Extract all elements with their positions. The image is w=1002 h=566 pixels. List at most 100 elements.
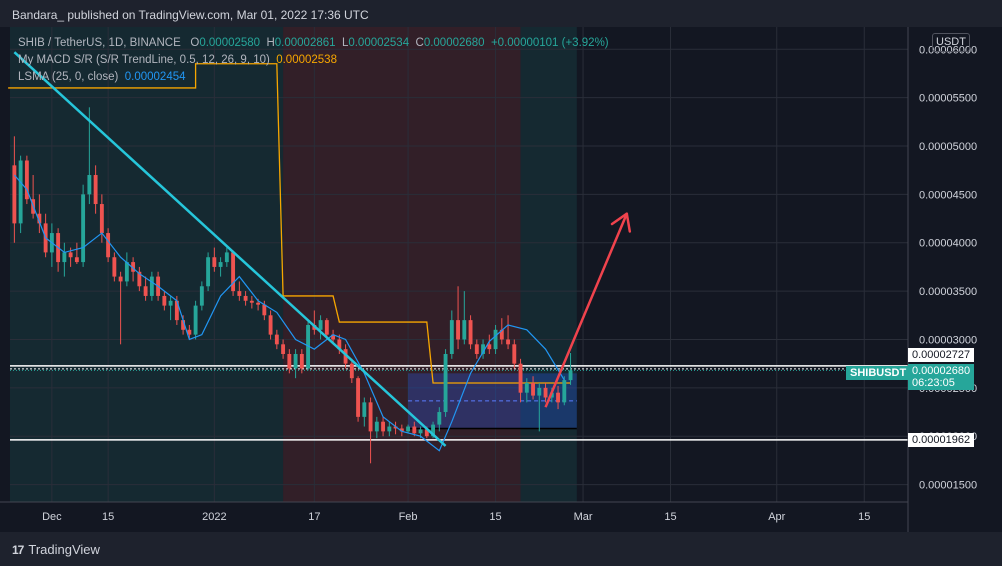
- background-zones: [10, 27, 577, 502]
- legend-row-symbol: SHIB / TetherUS, 1D, BINANCE O0.00002580…: [18, 35, 609, 52]
- lsma-line: [13, 174, 565, 452]
- candle-body-33: [218, 262, 223, 267]
- candle-body-39: [256, 302, 261, 305]
- bar-countdown: 06:23:05: [912, 377, 955, 389]
- candle-body-57: [368, 402, 373, 432]
- last-price-tag: 0.00002680 06:23:05: [908, 364, 975, 390]
- candle-body-1: [18, 160, 23, 224]
- candle-body-85: [543, 387, 548, 398]
- published-info: Bandara_ published on TradingView.com, M…: [12, 8, 369, 22]
- candle-body-77: [493, 329, 498, 350]
- trendline: [13, 51, 447, 447]
- candle-body-20: [137, 271, 142, 287]
- candle-body-89: [568, 370, 573, 381]
- lsma-path: [13, 174, 565, 452]
- candle-body-76: [487, 344, 492, 350]
- candle-body-17: [118, 276, 123, 282]
- currency-button[interactable]: USDT: [932, 33, 970, 52]
- candle-body-19: [131, 262, 136, 272]
- legend-high: 0.00002861: [274, 37, 336, 49]
- indicator-macd-value: 0.00002538: [276, 54, 337, 66]
- trendline-path: [13, 51, 447, 447]
- candle-body-21: [143, 286, 148, 296]
- x-tick-label-7: 15: [664, 511, 676, 523]
- candle-body-51: [331, 334, 336, 340]
- arrow-head-0: [625, 212, 632, 233]
- candle-body-25: [168, 300, 173, 306]
- x-tick-label-6: Mar: [574, 511, 593, 523]
- candle-body-66: [424, 429, 429, 437]
- candle-body-79: [506, 339, 510, 345]
- candle-body-10: [74, 257, 79, 263]
- indicator-lsma-name[interactable]: LSMA (25, 0, close): [18, 71, 119, 83]
- candle-body-43: [281, 344, 286, 354]
- horizontal-levels: [10, 365, 908, 441]
- indicator-macd-name[interactable]: My MACD S/R (S/R TrendLine, 0.5, 12, 26,…: [18, 54, 270, 66]
- sr-trendline-path: [8, 63, 571, 384]
- candle-body-74: [474, 344, 479, 354]
- candle-body-78: [499, 329, 504, 340]
- y-tick-label-4: 0.00003500: [919, 286, 977, 298]
- candle-body-15: [106, 233, 111, 258]
- published-bar: Bandara_ published on TradingView.com, M…: [0, 0, 1002, 27]
- candle-body-82: [524, 383, 529, 393]
- candle-body-71: [456, 320, 460, 340]
- candle-body-83: [531, 383, 535, 396]
- arrow-shaft: [544, 213, 628, 408]
- x-tick-label-5: 15: [489, 511, 501, 523]
- candle-body-44: [287, 353, 292, 369]
- candle-body-4: [37, 213, 42, 224]
- legend-row-lsma: LSMA (25, 0, close) 0.00002454: [18, 69, 609, 86]
- candle-body-29: [193, 305, 198, 335]
- candle-body-75: [481, 344, 485, 354]
- x-tick-label-4: Feb: [399, 511, 418, 523]
- candle-body-81: [518, 363, 523, 393]
- last-price: 0.00002680: [912, 365, 971, 377]
- x-tick-label-3: 17: [308, 511, 320, 523]
- candle-body-88: [562, 380, 567, 403]
- candle-body-0: [12, 165, 17, 224]
- candle-body-40: [262, 304, 267, 316]
- candle-body-49: [318, 320, 323, 330]
- support-price-tag: 0.00001962: [908, 433, 975, 447]
- candle-body-24: [162, 295, 167, 306]
- chart-frame[interactable]: 0.000015000.000020000.000025000.00003000…: [0, 27, 1002, 532]
- x-tick-label-1: 15: [102, 511, 114, 523]
- legend-h-label: H: [266, 37, 275, 49]
- candle-body-12: [87, 175, 92, 195]
- sr-trendline: [8, 63, 571, 384]
- tradingview-mark-icon: 17: [12, 542, 24, 557]
- x-tick-label-9: 15: [858, 511, 870, 523]
- y-tick-label-7: 0.00005000: [919, 141, 977, 153]
- candle-body-73: [468, 320, 473, 345]
- candle-body-62: [399, 428, 404, 432]
- candle-body-8: [62, 252, 67, 263]
- candle-body-14: [99, 204, 104, 234]
- legend-symbol[interactable]: SHIB / TetherUS, 1D, BINANCE: [18, 37, 181, 49]
- candle-body-59: [381, 421, 386, 432]
- candle-body-22: [149, 276, 154, 296]
- candle-body-28: [187, 329, 192, 335]
- legend-row-macd: My MACD S/R (S/R TrendLine, 0.5, 12, 26,…: [18, 52, 609, 69]
- tradingview-logo[interactable]: 17 TradingView: [12, 542, 100, 557]
- candle-body-13: [93, 175, 98, 205]
- y-tick-label-5: 0.00004000: [919, 238, 977, 250]
- candle-body-55: [356, 378, 361, 417]
- candle-body-47: [306, 324, 311, 369]
- zone-2: [520, 27, 577, 502]
- y-tick-label-9: 0.00006000: [919, 44, 977, 56]
- zone-1: [283, 27, 521, 502]
- candle-body-41: [268, 315, 273, 335]
- price-chart[interactable]: 0.000015000.000020000.000025000.00003000…: [0, 27, 1002, 532]
- candle-body-61: [393, 426, 398, 429]
- resistance-price-tag: 0.00002727: [908, 348, 975, 362]
- projection-arrow: [544, 212, 632, 408]
- candles: [12, 107, 573, 464]
- candle-body-45: [293, 353, 298, 369]
- tradingview-brand: TradingView: [28, 542, 100, 557]
- candle-body-80: [512, 344, 517, 364]
- candle-body-70: [449, 320, 454, 354]
- candle-body-32: [212, 257, 217, 267]
- x-tick-label-2: 2022: [202, 511, 226, 523]
- candle-body-38: [249, 300, 254, 303]
